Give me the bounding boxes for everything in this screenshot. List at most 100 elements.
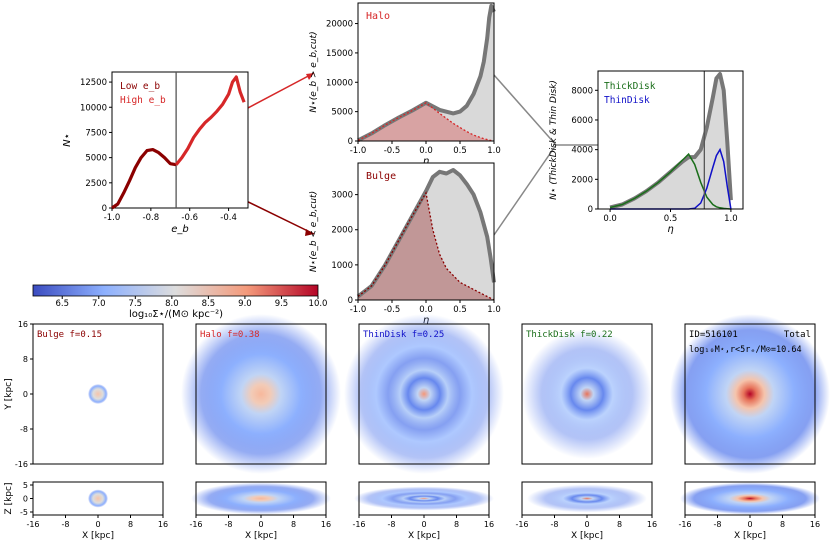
colorbar-label: log₁₀Σ⋆/(M⊙ kpc⁻²) xyxy=(129,309,223,320)
connector-bulge-disk xyxy=(493,144,557,236)
map-label-mass: log₁₀M⋆,r<5rₑ/M⊙=10.64 xyxy=(689,345,802,355)
connector-halo-disk xyxy=(493,74,557,146)
map-xtick-label: 0 xyxy=(747,520,752,529)
eb-ylabel: N⋆ xyxy=(62,133,73,147)
eb-ytick-label: 0 xyxy=(102,204,107,214)
disk-legend-thick: ThickDisk xyxy=(604,81,656,92)
map-ytick-label: 8 xyxy=(23,355,28,364)
bulge-eta-chart: -1.0-0.50.00.51.00100020003000BulgeηN⋆(e… xyxy=(309,162,501,326)
colorbar-tick-label: 7.0 xyxy=(92,299,106,309)
disk-ylabel: N⋆ (ThickDisk & Thin Disk) xyxy=(549,80,559,200)
eb-xlabel: e_b xyxy=(171,224,189,235)
map-label: Halo f=0.38 xyxy=(200,330,260,340)
bulge-xtick-label: -1.0 xyxy=(350,305,367,315)
eb-ytick-label: 5000 xyxy=(85,154,107,164)
halo-xtick-label: 1.0 xyxy=(487,146,501,156)
colorbar-tick-label: 10.0 xyxy=(309,299,328,309)
map-label-total: Total xyxy=(784,330,811,340)
map-face-density xyxy=(181,314,341,474)
bulge-total-area xyxy=(358,170,494,300)
connector-low-eb-arrowhead xyxy=(305,229,314,236)
disk-total-area xyxy=(610,74,731,209)
disk-legend-thin: ThinDisk xyxy=(604,95,650,106)
colorbar-ticks: 6.5 7.0 7.5 8.0 8.5 9.0 9.5 10.0 xyxy=(55,296,327,309)
map-edge-density xyxy=(354,486,494,511)
eb-low-series xyxy=(111,148,177,210)
map-xtick-label: 0 xyxy=(421,520,426,529)
eb-ytick-label: 10000 xyxy=(80,103,107,113)
map-face-frame xyxy=(684,323,816,465)
map-xtick-label: 8 xyxy=(454,520,459,529)
map-xlabel: X [kpc] xyxy=(571,531,603,541)
disk-ytick-label: 2000 xyxy=(571,175,593,185)
map-label: Bulge f=0.15 xyxy=(37,330,102,340)
bulge-xtick-label: 0.5 xyxy=(453,305,467,315)
eb-xtick-label: -0.6 xyxy=(181,213,198,223)
map-edge-density xyxy=(527,484,647,513)
map-edge-density xyxy=(680,482,820,515)
map-xtick-label: -16 xyxy=(515,520,528,529)
eb-legend-high: High e_b xyxy=(120,95,166,106)
colorbar-tick-label: 8.5 xyxy=(202,299,216,309)
eb-legend-low: Low e_b xyxy=(120,81,160,92)
halo-eta-chart: -1.0 -0.5 0.0 0.5 1.0 0 5000 10000 15000 20000 Hal… xyxy=(309,2,501,167)
disk-thick-line xyxy=(609,152,731,210)
map-xtick-label: 16 xyxy=(158,520,168,529)
map-xtick-label: 16 xyxy=(321,520,331,529)
bulge-ytick-label: 3000 xyxy=(331,191,353,201)
map-ytick-label: -16 xyxy=(15,460,28,469)
halo-component-line xyxy=(357,102,495,142)
map-xtick-label: 8 xyxy=(291,520,296,529)
map-face-frame xyxy=(358,323,490,465)
disk-ytick-label: 4000 xyxy=(571,146,593,156)
map-face-density xyxy=(344,314,504,474)
map-ytick-edge-label: 5 xyxy=(23,481,28,490)
bulge-component-line xyxy=(357,191,495,301)
map-xtick-label: -8 xyxy=(62,520,70,529)
eb-xtick-label: -1.0 xyxy=(104,213,121,223)
map-xtick-label: 16 xyxy=(647,520,657,529)
map-xtick-label: 8 xyxy=(780,520,785,529)
eb-frame xyxy=(111,71,249,209)
disk-xtick-label: 0.5 xyxy=(664,214,678,224)
map-xtick-label: 8 xyxy=(128,520,133,529)
map-label: ThinDisk f=0.25 xyxy=(363,330,444,340)
halo-xtick-label: 0.5 xyxy=(453,146,467,156)
eb-xtick-label: -0.4 xyxy=(220,213,237,223)
bulge-ylabel: N⋆(e_b < e_b,cut) xyxy=(309,191,319,272)
map-ytick-label: 16 xyxy=(18,320,28,329)
eb-histogram-chart: -1.0 -0.8 -0.6 -0.4 0 2500 5000 7500 10000 12500 L… xyxy=(62,71,249,235)
colorbar-tick-label: 7.5 xyxy=(129,299,143,309)
map-xtick-label: 8 xyxy=(617,520,622,529)
map-xtick-label: -8 xyxy=(388,520,396,529)
map-ytick-edge-label: 0 xyxy=(23,495,28,504)
disk-ytick-label: 8000 xyxy=(571,86,593,96)
eb-bg xyxy=(112,72,248,208)
map-ytick-edge-label: -5 xyxy=(20,508,28,517)
map-xtick-label: 16 xyxy=(810,520,820,529)
density-maps: Bulge f=0.15 -16 -8 0 8 16 X [kpc] 16 8 0 -8 -16 5 0 -… xyxy=(4,314,830,541)
map-xlabel: X [kpc] xyxy=(734,531,766,541)
halo-xtick-label: -1.0 xyxy=(350,146,367,156)
map-face-frame xyxy=(195,323,327,465)
map-ytick-label: 0 xyxy=(23,390,28,399)
colorbar-tick-label: 8.0 xyxy=(165,299,179,309)
bulge-title: Bulge xyxy=(366,171,396,182)
colorbar-tick-label: 9.5 xyxy=(275,299,289,309)
halo-xtick-label: 0.0 xyxy=(419,146,433,156)
map-label: ThickDisk f=0.22 xyxy=(526,330,613,340)
map-edge-density xyxy=(191,482,331,515)
map-xlabel: X [kpc] xyxy=(245,531,277,541)
map-xtick-label: 0 xyxy=(95,520,100,529)
halo-title: Halo xyxy=(366,11,390,22)
map-xtick-label: -16 xyxy=(26,520,39,529)
eb-ytick-label: 12500 xyxy=(80,78,107,88)
bulge-xtick-label: 1.0 xyxy=(487,305,501,315)
map-xlabel: X [kpc] xyxy=(82,531,114,541)
map-ylabel-face: Y [kpc] xyxy=(4,378,14,410)
eb-ytick-label: 2500 xyxy=(85,179,107,189)
map-xtick-label: 0 xyxy=(584,520,589,529)
map-xtick-label: -16 xyxy=(678,520,691,529)
map-face-density xyxy=(670,314,830,474)
